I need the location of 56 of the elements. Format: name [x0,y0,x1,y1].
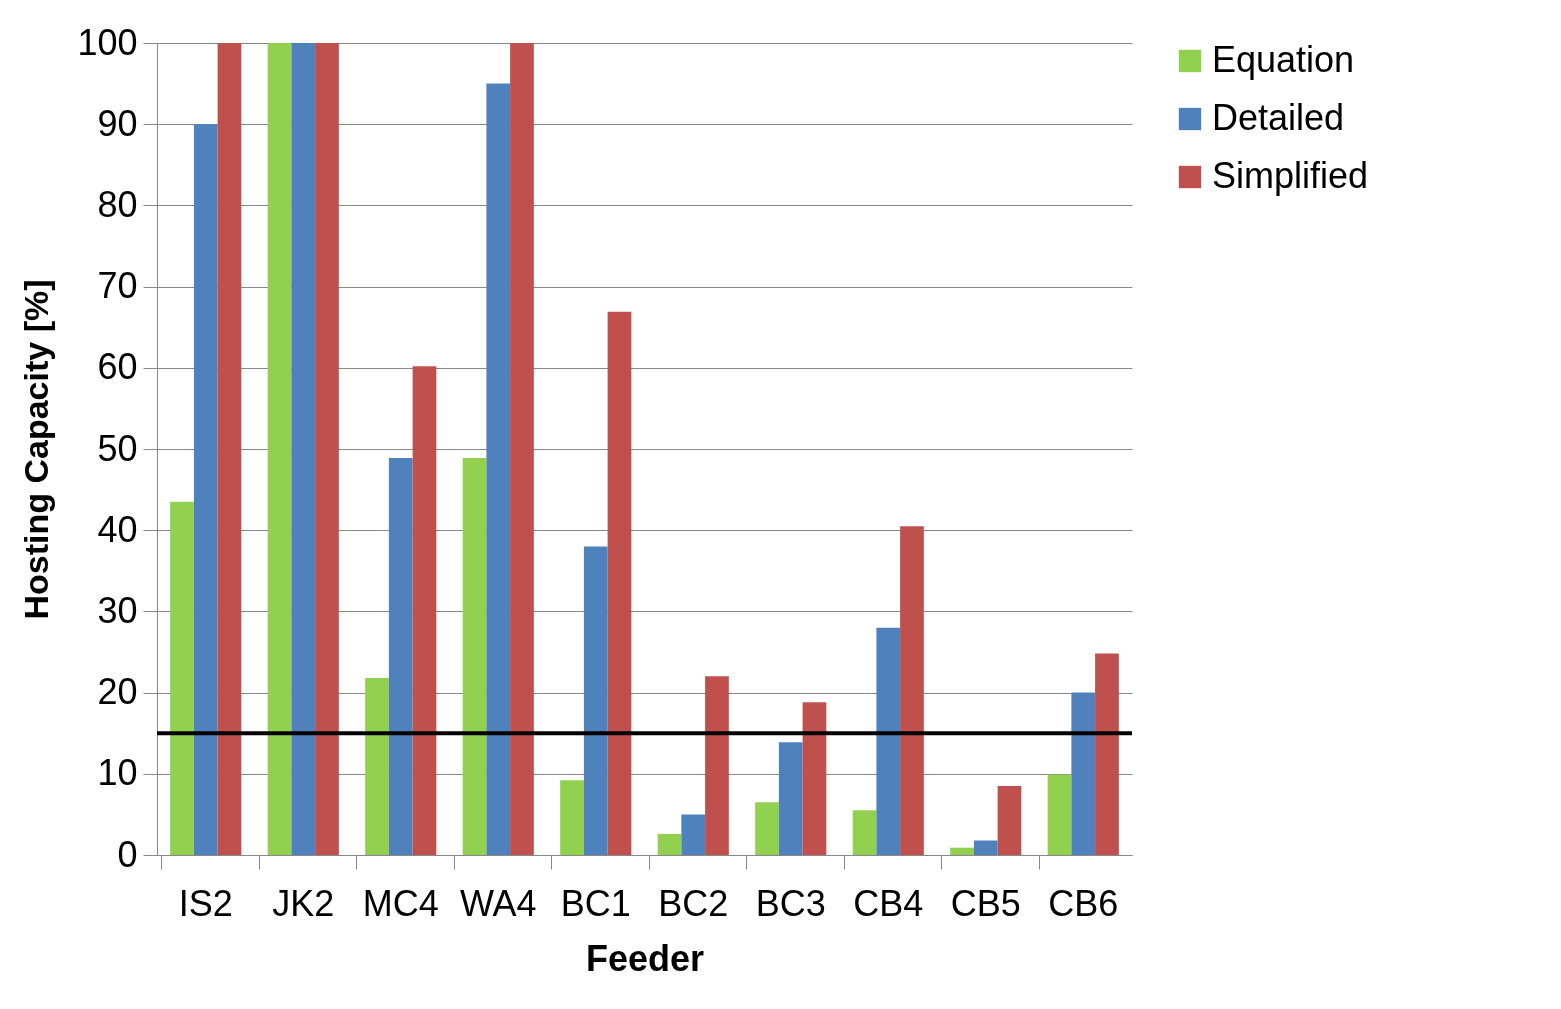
bar [607,311,632,855]
bar [1071,692,1096,855]
x-tick-label: CB4 [853,882,924,924]
bar [900,526,924,855]
x-tick-label: MC4 [362,882,439,924]
bar [802,702,827,855]
bar [876,627,901,855]
y-tick-label: 80 [97,183,138,225]
bar [583,546,608,855]
bar [267,43,292,855]
bar [973,840,998,855]
bar [365,677,389,855]
bar [486,83,511,855]
bar [1047,774,1072,855]
y-tick-label: 10 [97,752,138,794]
bar [950,847,974,855]
legend-label: Detailed [1212,97,1345,138]
y-tick-label: 70 [97,265,138,307]
legend-label: Simplified [1212,155,1369,196]
x-tick-label: BC1 [560,882,631,924]
bar [755,802,779,855]
bar [388,457,413,855]
y-tick-label: 40 [97,508,138,550]
bar [510,43,534,855]
x-axis-title: Feeder [585,937,705,979]
legend-label: Equation [1212,39,1355,80]
bar [217,43,242,855]
bar [462,457,487,855]
bar [193,124,218,855]
y-tick-label: 30 [97,589,138,631]
y-axis-title: Hosting Capacity [%] [17,279,56,620]
bar [657,833,682,855]
x-tick-label: WA4 [459,882,537,924]
bar [291,43,316,855]
x-tick-label: CB5 [950,882,1021,924]
y-tick-label: 50 [97,427,138,469]
y-tick-label: 20 [97,671,138,713]
y-tick-label: 60 [97,346,138,388]
bar [705,676,729,855]
bar [1095,653,1119,855]
x-tick-label: BC2 [658,882,729,924]
bar [852,810,877,855]
y-tick-label: 100 [77,21,138,63]
bar [170,501,194,855]
bar [997,785,1022,855]
y-tick-label: 90 [97,102,138,144]
x-tick-label: JK2 [272,882,335,924]
x-tick-label: BC3 [755,882,826,924]
x-tick-label: CB6 [1048,882,1119,924]
bar [412,366,437,855]
bar [681,814,706,855]
x-tick-label: IS2 [178,882,233,924]
y-tick-label: 0 [117,833,138,875]
bar [560,780,584,855]
bar [778,742,803,855]
bar [315,43,339,855]
